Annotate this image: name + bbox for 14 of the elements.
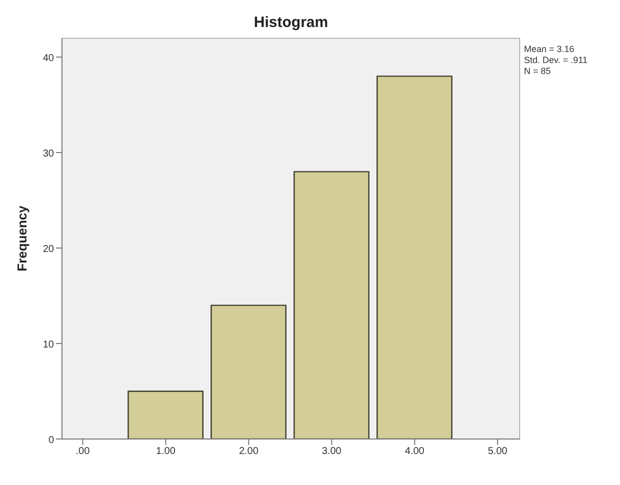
x-tick-label: 5.00 xyxy=(488,446,508,458)
y-axis-title: Frequency xyxy=(14,204,30,272)
y-tick-label: 30 xyxy=(42,148,54,160)
x-tick-label: 3.00 xyxy=(322,446,342,458)
y-tick-label: 20 xyxy=(42,244,54,256)
x-tick-label: .00 xyxy=(76,446,90,458)
x-tick-label: 1.00 xyxy=(156,446,176,458)
chart-title: Histogram xyxy=(252,14,330,31)
y-tick-label: 0 xyxy=(48,435,54,446)
y-tick-label: 10 xyxy=(42,340,54,351)
x-tick-label: 4.00 xyxy=(404,446,425,458)
x-tick-label: 2.00 xyxy=(238,446,259,458)
statistics-note: Mean = 3.16 Std. Dev. = .911 N = 85 xyxy=(524,44,588,77)
y-tick-label: 40 xyxy=(42,53,54,64)
